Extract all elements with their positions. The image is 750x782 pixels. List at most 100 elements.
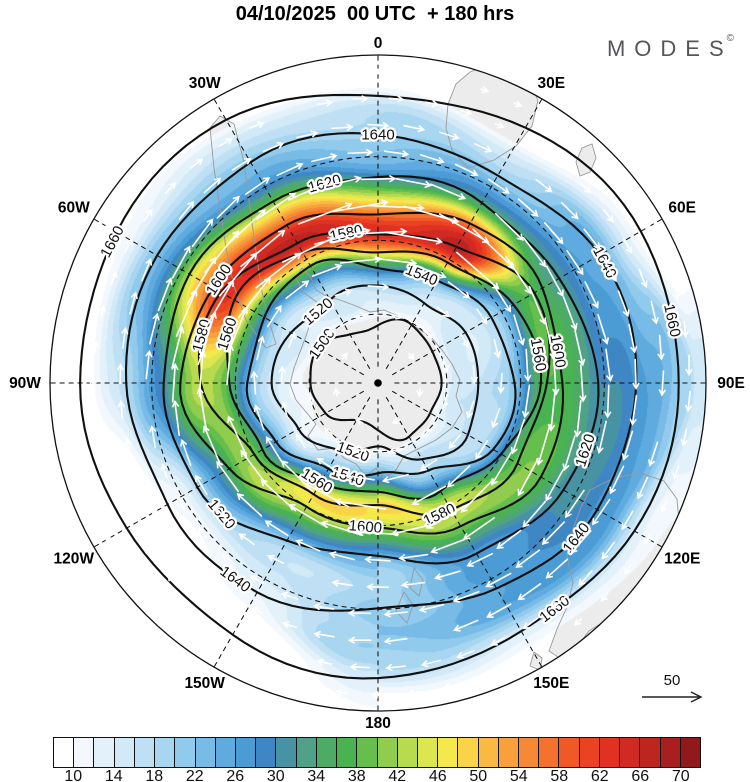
wind-arrow [602, 258, 617, 283]
colorbar-cell-8 [54, 738, 75, 767]
wind-arrow [411, 485, 447, 505]
colorbar-tick-58: 58 [550, 768, 569, 782]
wind-arrow [493, 338, 501, 359]
wind-arrow [124, 192, 132, 201]
wind-arrow [353, 312, 368, 319]
wind-arrow [628, 323, 638, 354]
wind-arrow [439, 131, 460, 141]
wind-arrow [560, 201, 579, 220]
colorbar-tick-50: 50 [469, 768, 488, 782]
colorbar-cell-40 [377, 738, 398, 767]
wind-arrow [331, 579, 353, 587]
colorbar-tick-46: 46 [428, 768, 447, 782]
wind-arrow [370, 691, 385, 699]
reference-vector-arrow-icon [642, 691, 703, 703]
wind-arrow [117, 400, 125, 420]
wind-arrow [352, 95, 369, 103]
wind-arrow [443, 682, 456, 690]
wind-arrow [447, 281, 471, 299]
wind-arrow [256, 192, 297, 220]
wind-arrow [285, 280, 310, 300]
wind-arrow [147, 165, 156, 173]
wind-arrow [339, 255, 382, 264]
wind-arrow [660, 500, 668, 514]
wind-arrow [152, 507, 159, 516]
wind-arrow [578, 570, 593, 587]
contour-1520 [270, 284, 480, 461]
wind-arrow [89, 501, 96, 511]
wind-arrow [565, 489, 585, 519]
longitude-label-30W: 30W [189, 75, 221, 92]
wind-arrow [281, 621, 297, 629]
wind-arrow [267, 554, 285, 565]
wind-arrow [197, 527, 208, 539]
wind-arrow [383, 637, 408, 645]
wind-arrow [124, 437, 132, 452]
longitude-label-120E: 120E [664, 551, 700, 568]
longitude-label-150W: 150W [184, 675, 225, 692]
colorbar-cell-10 [74, 738, 95, 767]
colorbar-cell-60 [579, 738, 600, 767]
longitude-label-150E: 150E [533, 675, 569, 692]
wind-arrow [256, 335, 265, 361]
wind-arrow [216, 195, 240, 219]
wind-arrow [545, 469, 564, 502]
wind-arrow [474, 143, 493, 153]
wind-arrow [231, 157, 252, 171]
wind-arrow [515, 549, 541, 568]
contour-1600 [179, 211, 565, 535]
longitude-label-90W: 90W [9, 375, 41, 392]
wind-arrow [141, 258, 153, 282]
wind-arrow [171, 362, 179, 403]
colorbar-cell-22 [195, 738, 216, 767]
wind-arrow [517, 457, 539, 497]
colorbar-cell-54 [519, 738, 540, 767]
contour-1560 [225, 247, 543, 500]
wind-arrow [680, 428, 688, 447]
wind-arrow [600, 592, 609, 602]
wind-arrow [281, 400, 289, 418]
wind-arrow [644, 533, 651, 545]
longitude-label-180: 180 [365, 715, 391, 732]
wind-arrow [466, 552, 494, 567]
wind-arrow [296, 130, 319, 139]
wind-arrow [125, 515, 133, 525]
colorbar-cell-68 [660, 738, 681, 767]
wind-arrow [347, 609, 372, 617]
colorbar-cell-20 [175, 738, 196, 767]
wind-arrow [475, 440, 489, 460]
wind-arrow [173, 618, 182, 626]
wind-arrow [360, 175, 397, 183]
contour-label: 1540 [403, 261, 440, 289]
wind-arrow [267, 87, 277, 94]
wind-arrow [288, 331, 296, 348]
longitude-label-30E: 30E [538, 75, 566, 92]
wind-arrow [480, 86, 490, 94]
wind-arrow [536, 424, 551, 466]
wind-arrow [672, 465, 680, 481]
wind-arrow [296, 433, 306, 449]
wind-arrow [513, 314, 525, 346]
wind-arrow [301, 683, 311, 690]
wind-arrow [145, 349, 153, 380]
pole-marker-icon [374, 379, 382, 387]
wind-arrow [562, 435, 576, 472]
wind-arrow [75, 288, 83, 298]
colorbar-cell-14 [114, 738, 135, 767]
wind-arrow [418, 603, 445, 613]
wind-arrow [251, 607, 263, 614]
wind-arrow [574, 329, 586, 367]
wind-arrow [570, 530, 592, 554]
colorbar-cell-46 [438, 738, 459, 767]
contour-label: 1620 [572, 432, 598, 469]
wind-arrow [157, 277, 173, 312]
longitude-label-0: 0 [374, 35, 383, 52]
wind-arrow [316, 658, 333, 666]
wind-arrow [333, 387, 341, 397]
wind-arrow [252, 638, 261, 645]
wind-arrow [195, 474, 208, 495]
wind-arrow [191, 218, 214, 248]
colorbar-tick-62: 62 [590, 768, 609, 782]
meridian-line [213, 396, 371, 668]
